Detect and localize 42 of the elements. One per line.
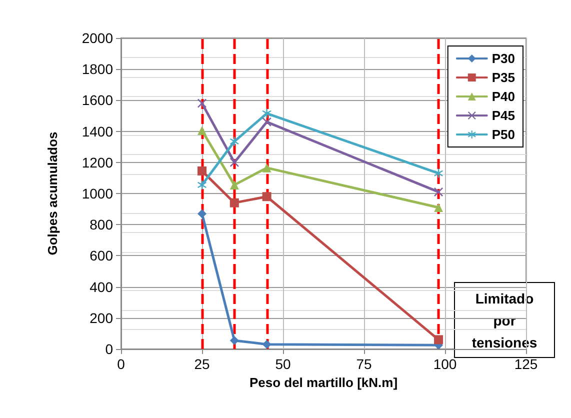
y-tick-label: 1800 [82, 61, 114, 78]
point [230, 180, 239, 190]
point [198, 166, 206, 176]
y-tick-label: 2000 [82, 30, 114, 46]
point [230, 136, 239, 146]
y-tick-label: 1000 [82, 186, 114, 202]
x-tick-label: 0 [117, 356, 126, 372]
point [198, 98, 206, 108]
y-tick-label: 1400 [82, 123, 114, 140]
point [230, 336, 239, 345]
point [262, 192, 272, 202]
x-tick-label: 50 [275, 356, 291, 372]
legend-label: P45 [492, 108, 516, 123]
point [230, 198, 239, 208]
legend-label: P40 [492, 89, 516, 104]
y-tick-label: 400 [90, 278, 114, 295]
y-tick-label: 200 [90, 310, 114, 326]
y-tick-label: 0 [105, 341, 114, 357]
x-tick-label: 25 [194, 356, 210, 372]
x-axis-title: Peso del martillo [kN.m] [249, 374, 398, 390]
x-tick-label: 75 [356, 356, 372, 372]
y-tick-label: 1600 [82, 92, 114, 108]
y-axis-title: Golpes acumulados [45, 132, 60, 256]
point [198, 180, 206, 190]
point [262, 117, 272, 126]
point [434, 168, 444, 178]
legend-label: P50 [492, 127, 516, 142]
point [434, 202, 444, 212]
point [262, 163, 272, 172]
point [198, 126, 206, 136]
point [198, 209, 206, 218]
point [230, 158, 239, 167]
y-tick-label: 800 [90, 216, 114, 233]
point [434, 335, 444, 344]
y-tick-label: 1200 [82, 154, 114, 170]
x-tick-label: 100 [433, 356, 457, 372]
legend-label: P35 [492, 70, 516, 85]
y-tick-label: 600 [90, 248, 114, 264]
x-tick-label: 125 [514, 356, 538, 372]
point [262, 108, 272, 118]
point [262, 340, 272, 349]
legend-label: P30 [492, 51, 516, 66]
